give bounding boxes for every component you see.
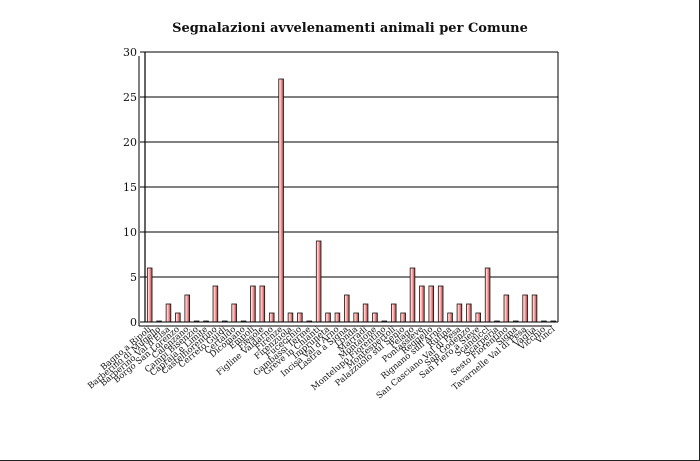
- bar: [353, 312, 359, 323]
- bar: [268, 312, 275, 323]
- bars: [146, 78, 557, 323]
- bar: [475, 312, 481, 323]
- bar: [278, 78, 284, 323]
- bar: [531, 294, 538, 323]
- y-tick-label: 25: [123, 91, 137, 104]
- bar: [334, 312, 341, 323]
- bar: [259, 285, 266, 323]
- bar: [428, 285, 435, 323]
- bar: [419, 285, 425, 323]
- bar: [466, 303, 472, 323]
- bar: [409, 267, 416, 323]
- bar: [165, 303, 172, 323]
- y-tick-label: 20: [123, 136, 137, 149]
- y-tick-label: 30: [123, 46, 137, 59]
- bar: [447, 312, 453, 323]
- bar: [503, 294, 510, 323]
- bar: [344, 294, 350, 323]
- bar: [175, 312, 181, 323]
- bar: [522, 294, 528, 323]
- chart-title: Segnalazioni avvelenamenti animali per C…: [172, 21, 528, 36]
- y-tick-label: 0: [130, 316, 137, 329]
- bar: [456, 303, 463, 323]
- axes: [138, 51, 559, 327]
- bar: [372, 312, 378, 323]
- bar: [325, 312, 331, 323]
- bar: [184, 294, 190, 323]
- bar: [250, 285, 256, 323]
- bar: [287, 312, 294, 323]
- bar: [146, 267, 153, 323]
- bar: [297, 312, 303, 323]
- bar: [231, 303, 237, 323]
- y-tick-label: 10: [123, 226, 137, 239]
- y-tick-labels: 0 5 10 15 20 25 30: [123, 46, 137, 329]
- y-tick-label: 5: [130, 271, 137, 284]
- bar: [437, 285, 444, 323]
- gridlines: [145, 51, 558, 278]
- bar: [315, 240, 322, 323]
- bar: [484, 267, 491, 323]
- bar: [390, 303, 397, 323]
- y-tick-label: 15: [123, 181, 137, 194]
- bar: [362, 303, 369, 323]
- bar: [212, 285, 219, 323]
- bar: [400, 312, 406, 323]
